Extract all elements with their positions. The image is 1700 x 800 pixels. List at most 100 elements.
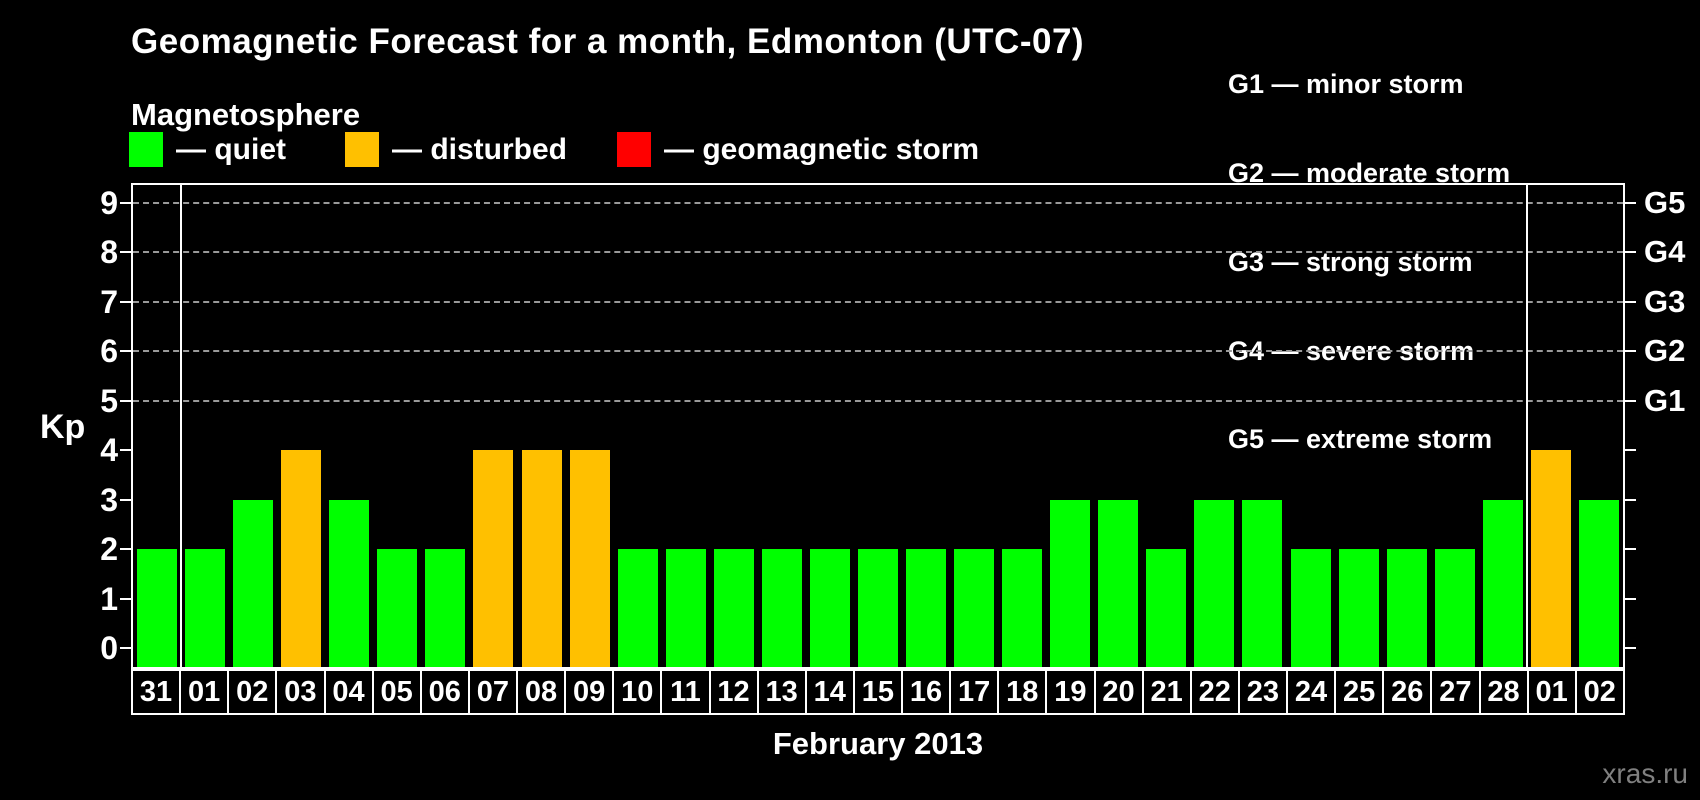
y-tick-right-2 (1625, 548, 1636, 550)
y-tick-right-1 (1625, 597, 1636, 600)
plot-area (131, 183, 1625, 669)
y-tick-label-5: 5 (100, 382, 118, 419)
chart-title: Geomagnetic Forecast for a month, Edmont… (131, 22, 1085, 61)
kp-bar-day-23 (1242, 499, 1283, 667)
day-label-13: 13 (758, 671, 805, 713)
day-label-12: 12 (710, 671, 757, 713)
x-axis-day-labels: 31 01 02 03 04 05 06 07 08 09 10 11 12 13 14 15 16 17 18 19… (131, 669, 1625, 715)
y-tick-right-4 (1625, 449, 1636, 451)
bar-cell-01 (181, 185, 229, 667)
day-label-03: 03 (277, 671, 324, 713)
legend-quiet-label: — quiet (176, 132, 286, 166)
legend-item-quiet: — quiet (129, 132, 286, 167)
storm-color-swatch (617, 132, 651, 167)
kp-bar-day-12 (713, 549, 754, 667)
legend-disturbed-label: — disturbed (392, 132, 568, 166)
day-label-23: 23 (1239, 671, 1286, 713)
kp-bar-day-02 (233, 499, 274, 667)
kp-bar-day-24 (1290, 549, 1331, 667)
day-label-24: 24 (1288, 671, 1335, 713)
gridline-kp-7 (133, 300, 1623, 303)
day-label-06: 06 (421, 671, 468, 713)
bar-cell-03 (277, 185, 325, 667)
storm-scale-g2: G2 — moderate storm (1228, 157, 1511, 188)
legend-item-disturbed: — disturbed (345, 132, 567, 167)
gridline-kp-6 (133, 350, 1623, 352)
day-label-11: 11 (662, 671, 709, 713)
bar-cell-16 (902, 185, 950, 667)
bar-cell-05 (373, 185, 421, 667)
y-tick-right-6 (1625, 350, 1636, 352)
bar-cell-14 (806, 185, 854, 667)
bar-cell-18 (998, 185, 1046, 667)
magnetosphere-label: Magnetosphere (131, 97, 361, 132)
bar-cell-21 (1142, 185, 1190, 667)
day-label-04: 04 (325, 671, 372, 713)
y-tick-left-9 (120, 201, 131, 204)
kp-bar-day-08 (521, 450, 562, 667)
kp-bar-day-18 (1002, 549, 1043, 667)
bar-cell-01 (1527, 185, 1575, 667)
y-tick-label-6: 6 (100, 333, 118, 369)
bar-cell-25 (1335, 185, 1383, 667)
kp-bar-day-17 (954, 549, 995, 667)
watermark: xras.ru (1602, 758, 1688, 789)
bar-cell-10 (614, 185, 662, 667)
day-label-15: 15 (854, 671, 901, 713)
kp-bar-day-20 (1098, 499, 1139, 667)
day-label-16: 16 (903, 671, 950, 713)
kp-bar-day-11 (665, 549, 706, 667)
bar-cell-20 (1094, 185, 1142, 667)
day-label-02: 02 (1576, 671, 1623, 713)
kp-bar-day-15 (857, 549, 898, 667)
y-tick-left-2 (120, 548, 131, 550)
y-tick-label-9: 9 (100, 184, 118, 221)
y-tick-right-8 (1625, 251, 1636, 253)
bar-cell-19 (1046, 185, 1094, 667)
day-label-22: 22 (1191, 671, 1238, 713)
kp-bar-day-25 (1338, 549, 1379, 667)
gridline-kp-9 (133, 201, 1623, 204)
kp-bar-day-05 (377, 549, 418, 667)
x-axis-title: February 2013 (772, 726, 984, 761)
bar-cell-12 (710, 185, 758, 667)
bars-row (133, 185, 1623, 667)
legend-storm-label: — geomagnetic storm (664, 132, 980, 166)
month-separator (180, 185, 183, 667)
day-label-31: 31 (133, 671, 180, 713)
y-tick-label-1: 1 (100, 580, 118, 617)
storm-scale-g1: G1 — minor storm (1228, 69, 1464, 100)
disturbed-color-swatch (345, 132, 379, 167)
bar-cell-09 (566, 185, 614, 667)
day-label-09: 09 (566, 671, 613, 713)
y-tick-left-8 (120, 251, 131, 253)
bar-cell-24 (1287, 185, 1335, 667)
gridline-kp-5 (133, 399, 1623, 402)
day-label-01: 01 (1528, 671, 1575, 713)
y-tick-left-7 (120, 300, 131, 303)
day-label-07: 07 (469, 671, 516, 713)
g-level-label-g3: G3 (1644, 283, 1686, 319)
kp-bar-day-16 (906, 549, 947, 667)
day-label-26: 26 (1384, 671, 1431, 713)
day-label-17: 17 (951, 671, 998, 713)
day-label-01: 01 (181, 671, 228, 713)
y-tick-label-8: 8 (100, 234, 118, 270)
y-tick-label-0: 0 (100, 630, 118, 666)
legend-item-storm: — geomagnetic storm (617, 132, 979, 167)
day-label-21: 21 (1143, 671, 1190, 713)
bar-cell-13 (758, 185, 806, 667)
y-tick-left-5 (120, 399, 131, 402)
g-level-label-g5: G5 (1644, 184, 1686, 220)
day-label-19: 19 (1047, 671, 1094, 713)
y-axis-title: Kp (40, 408, 86, 446)
kp-bar-day-31 (137, 549, 178, 667)
kp-bar-day-07 (473, 450, 514, 667)
kp-bar-day-09 (569, 450, 610, 667)
y-tick-left-3 (120, 498, 131, 501)
y-tick-right-7 (1625, 300, 1636, 303)
day-label-20: 20 (1095, 671, 1142, 713)
y-tick-right-0 (1625, 647, 1636, 649)
bar-cell-27 (1431, 185, 1479, 667)
